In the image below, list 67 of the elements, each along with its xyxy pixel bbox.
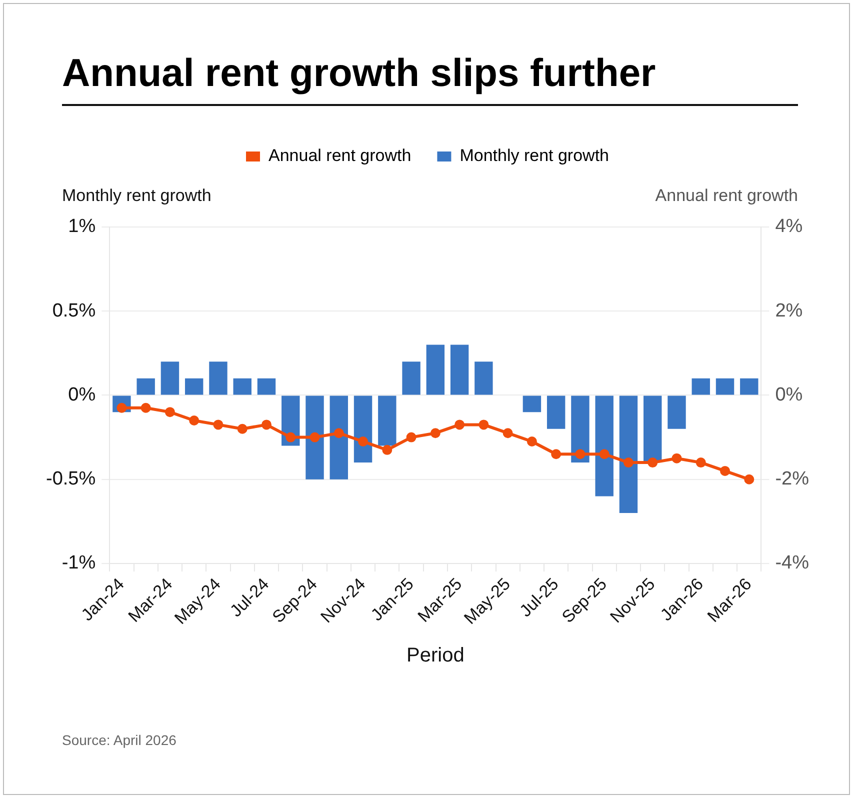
x-axis-title: Period xyxy=(406,644,464,667)
y-axis-title: Monthly rent growth xyxy=(62,186,212,206)
point xyxy=(213,420,224,430)
bar xyxy=(354,396,372,463)
bar xyxy=(209,362,228,395)
point xyxy=(575,449,586,460)
y2-tick-label: 4% xyxy=(775,216,803,238)
bar xyxy=(330,396,348,480)
bar xyxy=(184,378,204,395)
y2-axis-title: Annual rent growth xyxy=(655,186,798,206)
bar xyxy=(257,378,276,395)
point xyxy=(382,444,392,455)
bar xyxy=(740,378,758,395)
point xyxy=(599,449,610,460)
point xyxy=(164,407,175,418)
bar xyxy=(692,378,710,395)
y2-tick-label: -4% xyxy=(775,552,810,574)
bar xyxy=(668,396,686,429)
point xyxy=(358,436,368,447)
y-tick-label: -1% xyxy=(62,552,96,574)
point xyxy=(286,432,296,442)
bar xyxy=(136,378,155,395)
point xyxy=(237,424,248,434)
y2-tick-label: 0% xyxy=(775,384,803,406)
bar xyxy=(716,378,734,395)
y-tick-label: 1% xyxy=(68,216,96,238)
legend-label: Annual rent growth xyxy=(268,146,412,166)
bar xyxy=(426,344,445,395)
point xyxy=(502,428,513,438)
point xyxy=(140,402,151,413)
point xyxy=(310,432,320,442)
point xyxy=(672,453,682,464)
y2-tick-label: 2% xyxy=(775,300,803,322)
bar xyxy=(474,362,493,395)
bar xyxy=(571,396,590,463)
bar xyxy=(522,396,542,412)
point xyxy=(744,474,754,484)
bar xyxy=(595,396,614,496)
bar xyxy=(306,396,324,480)
point xyxy=(334,428,344,438)
point xyxy=(261,420,272,430)
point xyxy=(720,466,730,476)
bar xyxy=(378,396,396,446)
bar xyxy=(644,396,662,463)
point xyxy=(430,428,440,438)
point xyxy=(623,458,634,468)
chart-title: Annual rent growth slips further xyxy=(62,52,656,96)
point xyxy=(696,458,706,468)
source-note: Source: April 2026 xyxy=(62,732,176,748)
bar xyxy=(160,362,180,395)
y-tick-label: 0.5% xyxy=(52,300,96,322)
point xyxy=(454,420,465,430)
point xyxy=(478,420,489,430)
point xyxy=(648,458,658,468)
point xyxy=(406,432,416,442)
bar xyxy=(546,396,566,429)
y-tick-label: 0% xyxy=(68,384,96,406)
point xyxy=(189,415,200,426)
point xyxy=(551,449,562,460)
point xyxy=(526,436,537,447)
y-tick-label: -0.5% xyxy=(46,468,96,490)
bar xyxy=(233,378,252,395)
legend-label: Monthly rent growth xyxy=(460,146,609,166)
bar xyxy=(450,344,469,395)
bar xyxy=(619,396,638,514)
bar xyxy=(402,362,420,395)
y2-tick-label: -2% xyxy=(775,468,810,490)
